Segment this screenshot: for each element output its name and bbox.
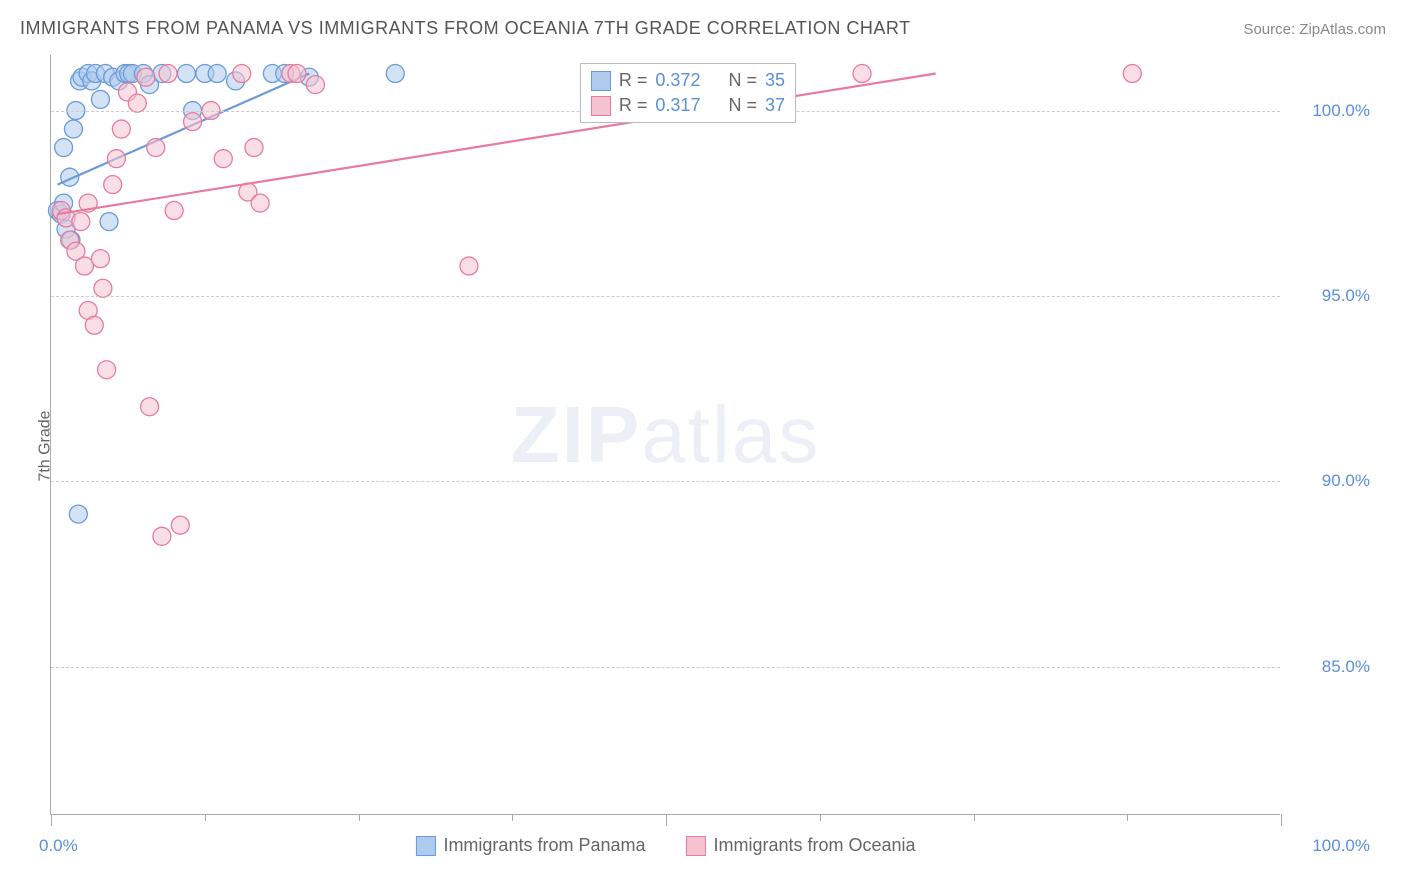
gridline-h	[51, 481, 1280, 482]
scatter-point	[91, 90, 109, 108]
x-tick-major	[1281, 814, 1282, 826]
x-axis-min-label: 0.0%	[39, 836, 78, 856]
scatter-point	[214, 150, 232, 168]
scatter-point	[104, 176, 122, 194]
scatter-point	[147, 139, 165, 157]
scatter-point	[91, 250, 109, 268]
scatter-point	[165, 202, 183, 220]
legend-item-panama: Immigrants from Panama	[415, 835, 645, 856]
scatter-point	[98, 361, 116, 379]
scatter-point	[251, 194, 269, 212]
scatter-point	[184, 113, 202, 131]
scatter-point	[75, 257, 93, 275]
x-axis-max-label: 100.0%	[1312, 836, 1370, 856]
scatter-point	[306, 76, 324, 94]
header: IMMIGRANTS FROM PANAMA VS IMMIGRANTS FRO…	[20, 18, 1386, 39]
r-value: 0.317	[655, 95, 700, 116]
x-tick-minor	[205, 814, 206, 821]
scatter-point	[171, 516, 189, 534]
r-label: R =	[619, 70, 648, 91]
scatter-point	[853, 65, 871, 83]
x-tick-major	[51, 814, 52, 826]
scatter-point	[107, 150, 125, 168]
correlation-legend-row: R = 0.372 N = 35	[591, 68, 785, 93]
scatter-point	[1123, 65, 1141, 83]
scatter-point	[153, 527, 171, 545]
n-label: N =	[728, 70, 757, 91]
scatter-point	[159, 65, 177, 83]
x-tick-minor	[974, 814, 975, 821]
scatter-point	[94, 279, 112, 297]
y-tick-label: 95.0%	[1290, 286, 1370, 306]
scatter-point	[233, 65, 251, 83]
scatter-point	[137, 68, 155, 86]
legend-swatch-panama	[415, 836, 435, 856]
legend-label-panama: Immigrants from Panama	[443, 835, 645, 856]
scatter-point	[72, 213, 90, 231]
n-label: N =	[728, 95, 757, 116]
legend-swatch-icon	[591, 71, 611, 91]
chart-plot-area: ZIPatlas 0.0% 100.0% Immigrants from Pan…	[50, 55, 1280, 815]
trend-line	[57, 74, 309, 185]
y-tick-label: 90.0%	[1290, 471, 1370, 491]
scatter-point	[288, 65, 306, 83]
scatter-svg	[51, 55, 1280, 814]
x-tick-minor	[512, 814, 513, 821]
correlation-legend-row: R = 0.317 N = 37	[591, 93, 785, 118]
y-tick-label: 100.0%	[1290, 101, 1370, 121]
scatter-point	[69, 505, 87, 523]
scatter-point	[177, 65, 195, 83]
r-label: R =	[619, 95, 648, 116]
legend-label-oceania: Immigrants from Oceania	[714, 835, 916, 856]
x-tick-minor	[359, 814, 360, 821]
n-value: 37	[765, 95, 785, 116]
x-tick-major	[666, 814, 667, 826]
scatter-point	[100, 213, 118, 231]
scatter-point	[85, 316, 103, 334]
scatter-point	[141, 398, 159, 416]
scatter-point	[386, 65, 404, 83]
chart-title: IMMIGRANTS FROM PANAMA VS IMMIGRANTS FRO…	[20, 18, 911, 39]
legend-swatch-oceania	[686, 836, 706, 856]
scatter-point	[64, 120, 82, 138]
scatter-point	[112, 120, 130, 138]
r-value: 0.372	[655, 70, 700, 91]
scatter-point	[55, 139, 73, 157]
trend-line	[57, 74, 935, 215]
x-tick-minor	[820, 814, 821, 821]
bottom-legend: Immigrants from Panama Immigrants from O…	[415, 835, 915, 856]
y-tick-label: 85.0%	[1290, 657, 1370, 677]
x-tick-minor	[1127, 814, 1128, 821]
n-value: 35	[765, 70, 785, 91]
legend-swatch-icon	[591, 96, 611, 116]
scatter-point	[208, 65, 226, 83]
source-attribution: Source: ZipAtlas.com	[1243, 21, 1386, 38]
legend-item-oceania: Immigrants from Oceania	[686, 835, 916, 856]
gridline-h	[51, 667, 1280, 668]
correlation-legend: R = 0.372 N = 35 R = 0.317 N = 37	[580, 63, 796, 123]
scatter-point	[245, 139, 263, 157]
gridline-h	[51, 296, 1280, 297]
scatter-point	[460, 257, 478, 275]
scatter-point	[128, 94, 146, 112]
